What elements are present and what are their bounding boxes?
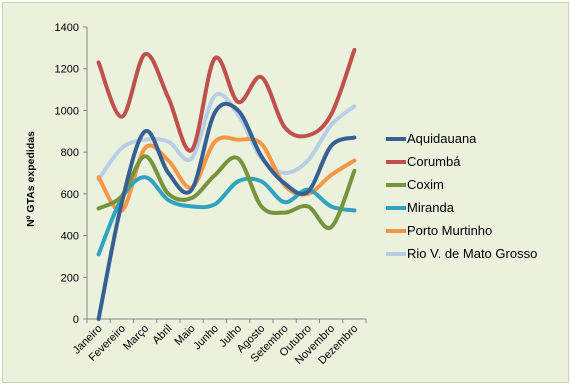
series-line-aquidauana [96,101,357,321]
series-line-porto-murtinho [96,135,357,213]
legend-item: Coxim [386,173,537,196]
y-tick-label: 1400 [55,22,79,34]
line-chart: 0 200 400 600 800 1000 1200 1400 JaneiroFeverei… [25,22,367,367]
series-line-corumb- [96,47,357,153]
y-tick-label: 400 [61,231,79,243]
legend-item: Rio V. de Mato Grosso [386,242,537,265]
legend-item: Miranda [386,196,537,219]
legend-swatch [386,159,406,164]
legend-swatch [386,182,406,187]
y-tick-label: 200 [61,272,79,284]
y-tick-label: 1200 [55,64,79,76]
series-line-coxim [96,154,357,231]
legend-item: Aquidauana [386,127,537,150]
y-axis-title: Nº GTAs expedidas [25,131,37,227]
legend-label: Miranda [407,200,454,215]
y-tick-label: 600 [61,189,79,201]
legend-item: Corumbá [386,150,537,173]
legend-label: Coxim [407,177,444,192]
y-axis-ticks: 0 200 400 600 800 1000 1200 1400 [55,22,87,326]
legend-swatch [386,228,406,233]
legend-swatch [386,205,406,210]
legend-label: Porto Murtinho [407,223,493,238]
legend-item: Porto Murtinho [386,219,537,242]
legend-swatch [386,251,406,256]
y-tick-label: 1000 [55,105,79,117]
x-tick-label: Junho [191,323,221,353]
series-lines [96,47,357,321]
legend-swatch [386,136,406,141]
legend: Aquidauana Corumbá Coxim Miranda Porto Murti… [386,127,537,265]
legend-label: Rio V. de Mato Grosso [407,246,538,261]
x-tick-label: Abril [150,323,174,347]
legend-label: Corumbá [407,154,461,169]
y-tick-label: 0 [73,314,79,326]
series-line-rio-v-de-mato-grosso [96,92,357,182]
x-tick-label: Março [121,323,151,353]
y-tick-label: 800 [61,147,79,159]
legend-label: Aquidauana [407,131,477,146]
